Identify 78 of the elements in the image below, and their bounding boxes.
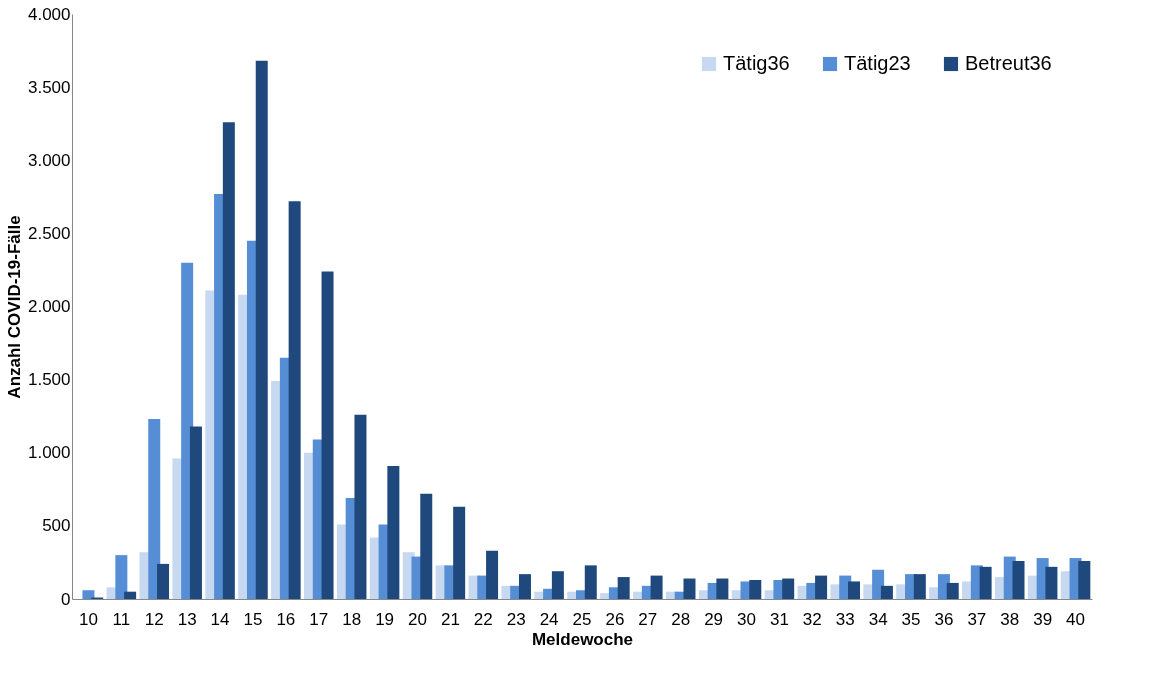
bar (420, 493, 433, 599)
bar (815, 575, 828, 599)
x-tick-label: 33 (835, 609, 855, 629)
bar (486, 550, 499, 599)
x-tick-label: 28 (671, 609, 691, 629)
x-tick-label: 27 (638, 609, 658, 629)
bar (288, 201, 301, 599)
x-tick-label: 26 (605, 609, 625, 629)
x-tick-label: 20 (408, 609, 427, 629)
bar (551, 571, 564, 599)
y-tick-label: 3.000 (27, 150, 71, 170)
y-tick-label: 2.500 (27, 223, 71, 243)
y-tick-label: 500 (42, 516, 71, 536)
bar (749, 579, 762, 599)
x-tick-label: 10 (78, 609, 98, 629)
x-tick-label: 12 (144, 609, 164, 629)
bar (880, 585, 893, 599)
legend-label: Betreut36 (965, 52, 1052, 74)
legend-label: Tätig23 (844, 52, 911, 74)
x-tick-label: 14 (210, 609, 230, 629)
bar (617, 577, 630, 599)
bar (650, 575, 663, 599)
x-tick-label: 24 (539, 609, 559, 629)
x-tick-label: 19 (375, 609, 395, 629)
bar (782, 578, 795, 599)
y-tick-label: 4.000 (27, 4, 71, 24)
x-tick-label: 30 (737, 609, 756, 629)
bar (848, 581, 860, 599)
x-tick-label: 38 (1000, 609, 1020, 629)
bar (321, 271, 334, 599)
x-tick-label: 22 (473, 609, 493, 629)
x-tick-label: 15 (243, 609, 263, 629)
bar (913, 574, 926, 599)
x-tick-label: 36 (934, 609, 954, 629)
bar (354, 414, 367, 599)
bar (1012, 560, 1025, 599)
x-tick-label: 31 (769, 609, 789, 629)
y-tick-label: 0 (61, 589, 71, 609)
bar (1045, 566, 1058, 599)
x-tick-label: 11 (112, 609, 131, 629)
bar (979, 566, 992, 599)
x-tick-label: 25 (572, 609, 592, 629)
bar (115, 555, 128, 599)
bar (946, 582, 959, 599)
bar (222, 122, 235, 599)
y-tick-label: 2.000 (27, 297, 71, 316)
x-tick-label: 18 (342, 609, 362, 629)
bar (124, 591, 137, 599)
x-tick-label: 39 (1033, 609, 1053, 629)
x-tick-label: 13 (177, 609, 197, 629)
bar (584, 565, 597, 599)
bar (189, 426, 202, 599)
x-tick-label: 34 (868, 609, 888, 629)
x-tick-label: 37 (967, 609, 987, 629)
x-tick-label: 32 (802, 609, 822, 629)
bar (518, 574, 531, 599)
y-axis-title: Anzahl COVID-19-Fälle (4, 215, 24, 399)
y-tick-label: 1.000 (27, 443, 71, 463)
y-tick-label: 1.500 (27, 370, 71, 390)
bar (157, 563, 170, 599)
bar (82, 590, 95, 599)
x-tick-label: 23 (506, 609, 526, 629)
bar (453, 506, 466, 599)
bar (683, 578, 696, 599)
x-tick-label: 17 (309, 609, 329, 629)
x-tick-label: 40 (1066, 609, 1086, 629)
bar (1078, 560, 1091, 599)
legend-label: Tätig36 (723, 52, 790, 74)
x-tick-label: 29 (704, 609, 724, 629)
y-tick-label: 3.500 (27, 77, 71, 97)
x-tick-label: 21 (440, 609, 460, 629)
bar (716, 578, 729, 599)
bar (387, 465, 400, 599)
x-axis-title: Meldewoche (531, 629, 634, 649)
x-tick-label: 35 (901, 609, 921, 629)
x-tick-label: 16 (276, 609, 296, 629)
bar (255, 60, 268, 599)
bar (148, 419, 161, 599)
